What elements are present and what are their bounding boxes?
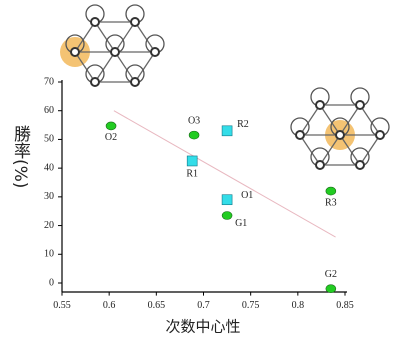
node (71, 48, 79, 56)
chart: 勝率(%) 次数中心性 0 10 20 30 40 50 60 70 0.55 0.6 0.65 0.… (0, 0, 393, 340)
x-tick-label: 0.6 (103, 300, 116, 311)
node (91, 18, 99, 26)
edge (300, 105, 320, 135)
node (376, 131, 384, 139)
y-axis-label: 勝率(%) (10, 125, 31, 188)
x-tick-label: 0.8 (292, 300, 305, 311)
edge (115, 52, 135, 82)
node (316, 101, 324, 109)
point (326, 285, 336, 293)
node (316, 161, 324, 169)
x-tick-label: 0.55 (53, 300, 71, 311)
point (222, 212, 232, 220)
node (151, 48, 159, 56)
y-tick-label: 50 (44, 134, 54, 145)
y-tick-label: 20 (44, 220, 54, 231)
edge (95, 22, 115, 52)
point-label: O1 (241, 190, 253, 201)
point (189, 131, 199, 139)
point-label: R2 (237, 119, 249, 130)
x-tick-label: 0.7 (197, 300, 210, 311)
edge (115, 22, 135, 52)
y-tick-label: 70 (44, 76, 54, 87)
y-tick-label: 30 (44, 191, 54, 202)
point (106, 122, 116, 130)
point-label: O2 (105, 132, 117, 143)
point-label: R1 (186, 168, 198, 179)
point (222, 126, 232, 136)
network-diagram (60, 5, 164, 86)
y-tick-label: 10 (44, 249, 54, 260)
y-tick-label: 60 (44, 105, 54, 116)
x-tick-label: 0.85 (336, 300, 354, 311)
y-tick-label: 40 (44, 162, 54, 173)
node (131, 18, 139, 26)
point-label: O3 (188, 115, 200, 126)
y-tick-label: 0 (49, 277, 54, 288)
node (356, 101, 364, 109)
edge (135, 22, 155, 52)
point (222, 195, 232, 205)
network-diagram (291, 88, 389, 169)
node (91, 78, 99, 86)
x-tick-label: 0.75 (242, 300, 260, 311)
node (356, 161, 364, 169)
edge (300, 135, 320, 165)
edge (135, 52, 155, 82)
point-label: G2 (325, 269, 337, 280)
point-label: G1 (235, 218, 247, 229)
x-tick-label: 0.65 (148, 300, 166, 311)
edge (360, 135, 380, 165)
point-label: R3 (325, 197, 337, 208)
edge (360, 105, 380, 135)
point (326, 187, 336, 195)
point (187, 156, 197, 166)
node (111, 48, 119, 56)
x-axis-label: 次数中心性 (165, 318, 240, 336)
node (131, 78, 139, 86)
node (336, 131, 344, 139)
node (296, 131, 304, 139)
edge (95, 52, 115, 82)
